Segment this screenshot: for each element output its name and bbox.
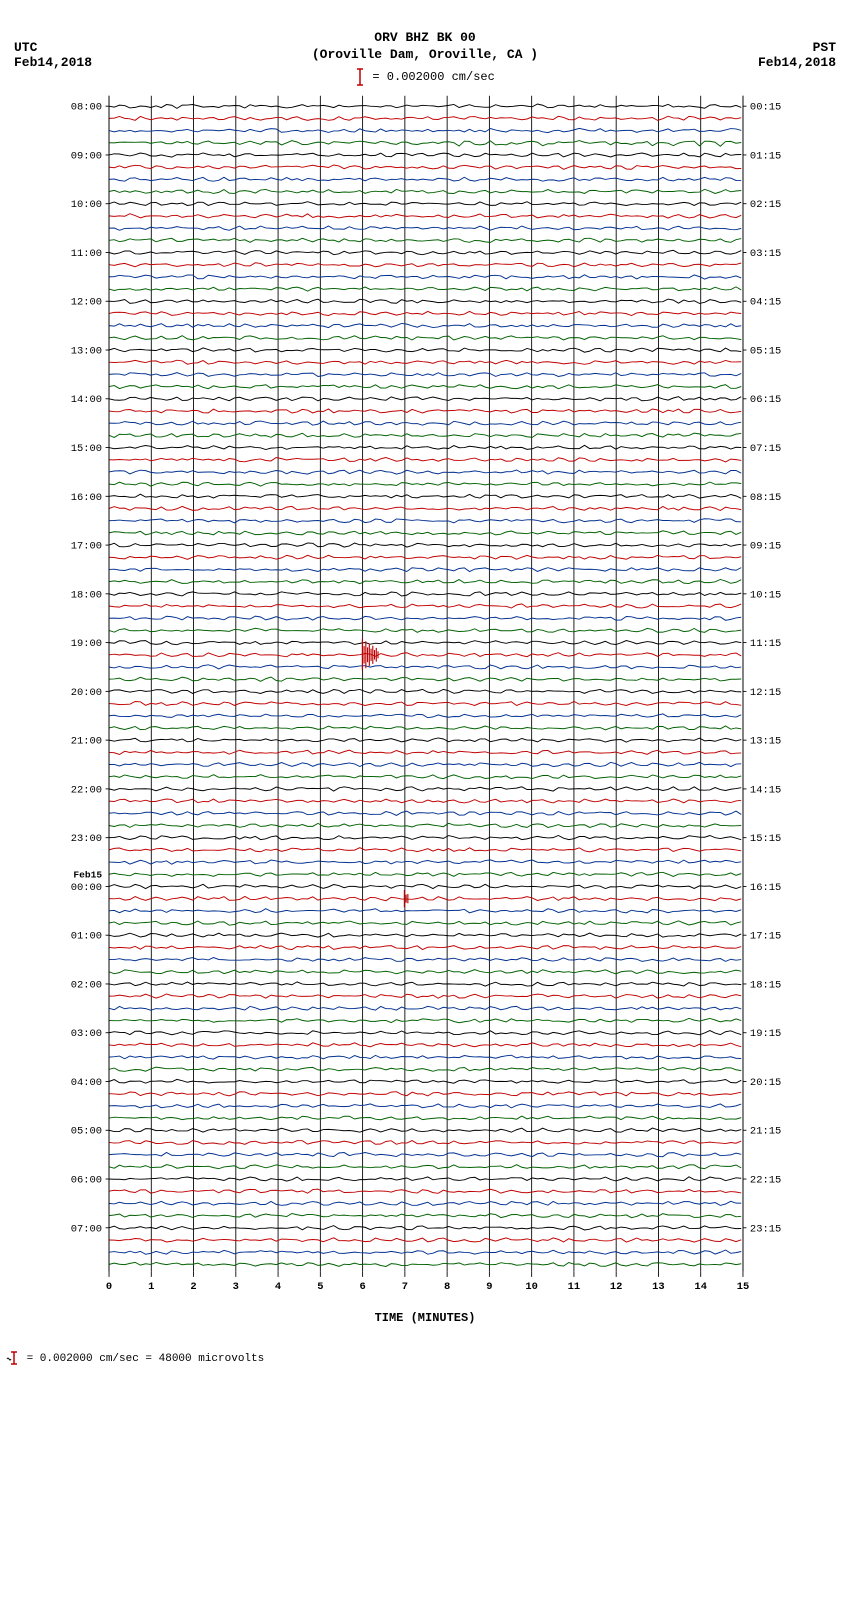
svg-text:Feb15: Feb15 <box>73 870 102 881</box>
svg-text:06:15: 06:15 <box>750 394 781 406</box>
svg-text:03:00: 03:00 <box>71 1028 102 1040</box>
svg-text:03:15: 03:15 <box>750 248 781 260</box>
svg-text:12:00: 12:00 <box>71 297 102 309</box>
location-line: (Oroville Dam, Oroville, CA ) <box>0 47 850 64</box>
svg-text:10:00: 10:00 <box>71 199 102 211</box>
svg-text:16:00: 16:00 <box>71 492 102 504</box>
svg-text:17:00: 17:00 <box>71 540 102 552</box>
tz-right-label: PST <box>758 40 836 55</box>
footer-scale-icon <box>6 1351 20 1365</box>
svg-text:08:00: 08:00 <box>71 101 102 113</box>
svg-text:18:00: 18:00 <box>71 589 102 601</box>
svg-text:10:15: 10:15 <box>750 589 781 601</box>
svg-text:09:00: 09:00 <box>71 150 102 162</box>
svg-text:20:00: 20:00 <box>71 687 102 699</box>
svg-text:11:00: 11:00 <box>71 248 102 260</box>
svg-text:9: 9 <box>486 1281 492 1293</box>
svg-text:3: 3 <box>233 1281 239 1293</box>
svg-text:09:15: 09:15 <box>750 540 781 552</box>
svg-text:13: 13 <box>652 1281 665 1293</box>
tz-left-date: Feb14,2018 <box>14 55 92 70</box>
svg-text:14: 14 <box>694 1281 707 1293</box>
scale-bar-icon <box>355 68 365 86</box>
chart-title: ORV BHZ BK 00 (Oroville Dam, Oroville, C… <box>0 0 850 64</box>
svg-text:01:15: 01:15 <box>750 150 781 162</box>
svg-text:7: 7 <box>402 1281 408 1293</box>
svg-text:8: 8 <box>444 1281 450 1293</box>
svg-text:20:15: 20:15 <box>750 1077 781 1089</box>
pst-header: PST Feb14,2018 <box>758 40 836 70</box>
x-axis-label: TIME (MINUTES) <box>0 1309 850 1325</box>
svg-text:01:00: 01:00 <box>71 930 102 942</box>
svg-text:4: 4 <box>275 1281 281 1293</box>
svg-text:11:15: 11:15 <box>750 638 781 650</box>
scale-text: = 0.002000 cm/sec <box>365 70 495 84</box>
svg-text:21:15: 21:15 <box>750 1126 781 1138</box>
svg-text:22:15: 22:15 <box>750 1174 781 1186</box>
svg-text:06:00: 06:00 <box>71 1174 102 1186</box>
svg-text:07:15: 07:15 <box>750 443 781 455</box>
svg-text:6: 6 <box>359 1281 365 1293</box>
footer-text: = 0.002000 cm/sec = 48000 microvolts <box>20 1353 264 1365</box>
svg-text:17:15: 17:15 <box>750 930 781 942</box>
svg-text:21:00: 21:00 <box>71 735 102 747</box>
svg-text:08:15: 08:15 <box>750 492 781 504</box>
tz-right-date: Feb14,2018 <box>758 55 836 70</box>
svg-text:19:00: 19:00 <box>71 638 102 650</box>
scale-legend: = 0.002000 cm/sec <box>0 64 850 94</box>
svg-text:2: 2 <box>190 1281 196 1293</box>
svg-text:15:00: 15:00 <box>71 443 102 455</box>
svg-text:05:00: 05:00 <box>71 1126 102 1138</box>
svg-text:16:15: 16:15 <box>750 882 781 894</box>
svg-text:07:00: 07:00 <box>71 1223 102 1235</box>
svg-text:15:15: 15:15 <box>750 833 781 845</box>
svg-text:04:00: 04:00 <box>71 1077 102 1089</box>
utc-header: UTC Feb14,2018 <box>14 40 92 70</box>
svg-text:15: 15 <box>737 1281 750 1293</box>
svg-text:02:00: 02:00 <box>71 979 102 991</box>
svg-text:14:00: 14:00 <box>71 394 102 406</box>
svg-text:02:15: 02:15 <box>750 199 781 211</box>
footer-scale: = 0.002000 cm/sec = 48000 microvolts <box>0 1325 850 1373</box>
svg-text:10: 10 <box>525 1281 538 1293</box>
svg-text:23:00: 23:00 <box>71 833 102 845</box>
svg-text:05:15: 05:15 <box>750 345 781 357</box>
svg-text:04:15: 04:15 <box>750 297 781 309</box>
seismogram-plot: 012345678910111213141508:0009:0010:0011:… <box>62 94 790 1310</box>
svg-text:13:15: 13:15 <box>750 735 781 747</box>
svg-text:00:15: 00:15 <box>750 101 781 113</box>
svg-text:14:15: 14:15 <box>750 784 781 796</box>
svg-text:1: 1 <box>148 1281 154 1293</box>
svg-text:0: 0 <box>106 1281 112 1293</box>
svg-text:23:15: 23:15 <box>750 1223 781 1235</box>
svg-text:11: 11 <box>568 1281 581 1293</box>
plot-area: 012345678910111213141508:0009:0010:0011:… <box>62 94 790 1310</box>
svg-text:13:00: 13:00 <box>71 345 102 357</box>
station-line: ORV BHZ BK 00 <box>0 30 850 47</box>
svg-text:19:15: 19:15 <box>750 1028 781 1040</box>
svg-text:12: 12 <box>610 1281 623 1293</box>
svg-text:5: 5 <box>317 1281 323 1293</box>
seismogram-container: UTC Feb14,2018 PST Feb14,2018 ORV BHZ BK… <box>0 0 850 1373</box>
svg-text:00:00: 00:00 <box>71 882 102 894</box>
svg-text:22:00: 22:00 <box>71 784 102 796</box>
tz-left-label: UTC <box>14 40 92 55</box>
svg-text:12:15: 12:15 <box>750 687 781 699</box>
svg-text:18:15: 18:15 <box>750 979 781 991</box>
